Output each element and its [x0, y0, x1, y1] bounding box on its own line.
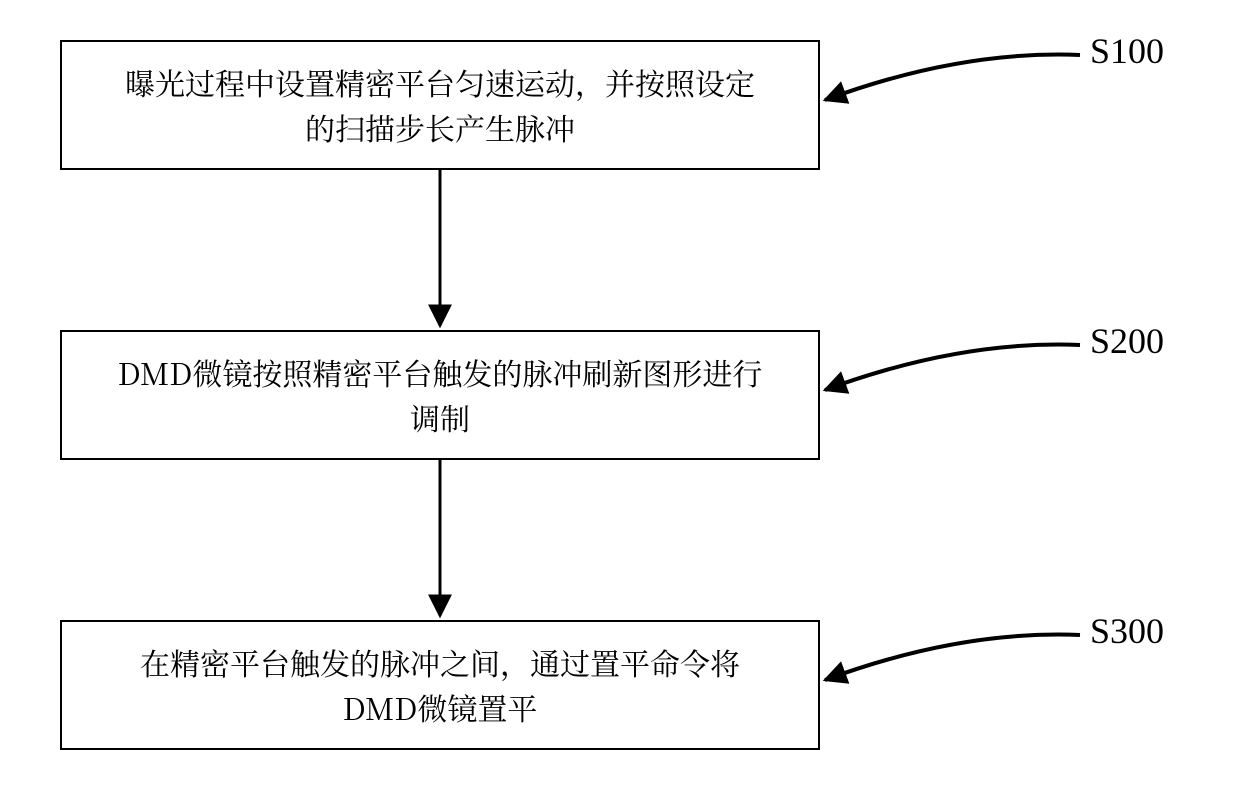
step-box-3-text: 在精密平台触发的脉冲之间，通过置平命令将 DMD微镜置平 [140, 640, 740, 730]
pointer-arrow-2 [825, 345, 1080, 390]
step-box-1-text: 曝光过程中设置精密平台匀速运动，并按照设定 的扫描步长产生脉冲 [125, 60, 755, 150]
step-label-s100: S100 [1090, 30, 1164, 72]
flowchart-canvas: 曝光过程中设置精密平台匀速运动，并按照设定 的扫描步长产生脉冲 DMD微镜按照精… [0, 0, 1240, 812]
step-box-2-text: DMD微镜按照精密平台触发的脉冲刷新图形进行 调制 [118, 350, 763, 440]
step-box-2: DMD微镜按照精密平台触发的脉冲刷新图形进行 调制 [60, 330, 820, 460]
step-box-1: 曝光过程中设置精密平台匀速运动，并按照设定 的扫描步长产生脉冲 [60, 40, 820, 170]
pointer-arrow-3 [825, 635, 1080, 680]
step-label-s200: S200 [1090, 320, 1164, 362]
pointer-arrow-1 [825, 55, 1080, 100]
step-box-3: 在精密平台触发的脉冲之间，通过置平命令将 DMD微镜置平 [60, 620, 820, 750]
step-label-s300: S300 [1090, 610, 1164, 652]
